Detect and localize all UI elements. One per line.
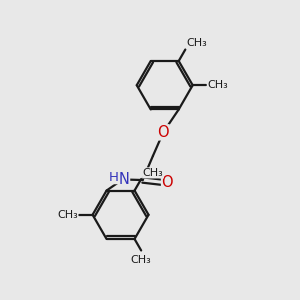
Text: CH₃: CH₃: [207, 80, 228, 90]
Text: CH₃: CH₃: [187, 38, 208, 48]
Text: CH₃: CH₃: [142, 168, 164, 178]
Text: O: O: [162, 175, 173, 190]
Text: CH₃: CH₃: [131, 255, 152, 265]
Text: H: H: [108, 171, 118, 184]
Text: O: O: [158, 125, 169, 140]
Text: CH₃: CH₃: [57, 210, 78, 220]
Text: N: N: [119, 172, 130, 187]
